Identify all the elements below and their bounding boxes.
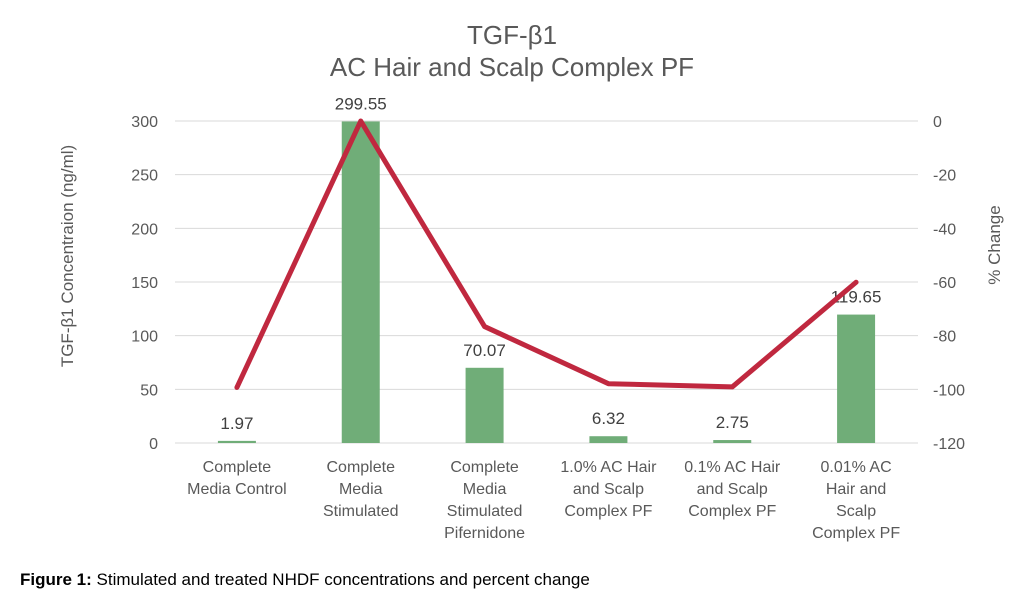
category-label: Media (463, 481, 507, 498)
gridlines (175, 120, 918, 444)
right-tick-label: -20 (933, 168, 956, 185)
right-tick-label: -120 (933, 436, 965, 453)
category-label: Complex PF (564, 503, 652, 520)
category-label: Complex PF (812, 525, 900, 542)
left-tick-label: 50 (140, 382, 158, 399)
y-axis-right-title: % Change (985, 205, 1004, 284)
line-series (234, 118, 859, 390)
left-tick-label: 200 (131, 221, 158, 238)
left-tick-label: 300 (131, 114, 158, 131)
right-tick-label: 0 (933, 114, 942, 131)
figure-caption: Figure 1: Stimulated and treated NHDF co… (20, 570, 590, 590)
category-label: Media (339, 481, 383, 498)
y-axis-left-title: TGF-β1 Concentraion (ng/ml) (58, 145, 77, 367)
bar (837, 314, 876, 443)
bar (589, 436, 628, 443)
bar (713, 440, 752, 443)
right-tick-label: -80 (933, 329, 956, 346)
right-tick-label: -100 (933, 382, 965, 399)
bar (341, 121, 380, 443)
category-label: Hair and (826, 481, 886, 498)
category-label: 1.0% AC Hair (560, 459, 657, 476)
right-axis-ticks: -120 -100 -80 -60 -40 -20 0 (933, 114, 965, 453)
category-label: Complete (327, 459, 396, 476)
right-tick-label: -40 (933, 221, 956, 238)
category-label: Complete (450, 459, 519, 476)
percent-change-line (234, 118, 859, 390)
bar (217, 440, 256, 443)
category-label: 0.01% AC (821, 459, 892, 476)
bar-data-label: 2.75 (716, 413, 749, 432)
category-label: Stimulated (323, 503, 399, 520)
left-tick-label: 100 (131, 329, 158, 346)
bar (465, 367, 504, 443)
category-label: Stimulated (447, 503, 523, 520)
right-tick-label: -60 (933, 275, 956, 292)
category-label: Complete (203, 459, 272, 476)
category-label: 0.1% AC Hair (684, 459, 781, 476)
caption-label: Figure 1: (20, 570, 92, 589)
left-tick-label: 250 (131, 168, 158, 185)
bar-data-label: 299.55 (335, 94, 387, 113)
category-label: Media Control (187, 481, 287, 498)
left-tick-label: 150 (131, 275, 158, 292)
category-label: Scalp (836, 503, 876, 520)
chart-title-line-1: TGF-β1 (467, 20, 557, 50)
chart-title-line-2: AC Hair and Scalp Complex PF (330, 52, 694, 82)
left-tick-label: 0 (149, 436, 158, 453)
category-label: and Scalp (573, 481, 644, 498)
category-labels: Complete Media Control Complete Media Stimul… (187, 459, 900, 542)
bar-data-label: 70.07 (463, 341, 506, 360)
bar-data-label: 1.97 (220, 414, 253, 433)
caption-text: Stimulated and treated NHDF concentratio… (91, 570, 590, 589)
category-label: Pifernidone (444, 525, 525, 542)
left-axis-ticks: 0 50 100 150 200 250 300 (131, 114, 158, 453)
category-label: Complex PF (688, 503, 776, 520)
category-label: and Scalp (697, 481, 768, 498)
bar-series (217, 121, 876, 443)
bar-data-label: 6.32 (592, 409, 625, 428)
